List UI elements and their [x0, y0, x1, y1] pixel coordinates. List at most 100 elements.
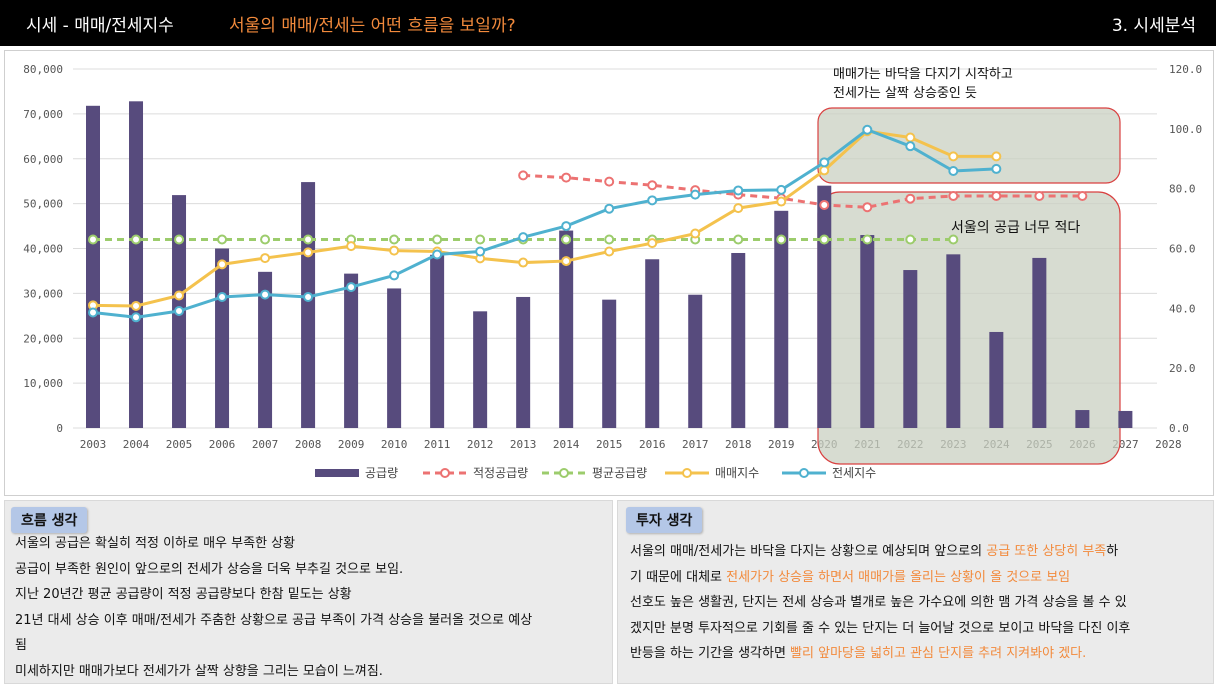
average-supply-point: [475, 234, 486, 245]
y-left-tick-label: 70,000: [23, 108, 63, 121]
supply-bar: [1032, 257, 1047, 428]
sale-index-point: [346, 241, 357, 252]
legend-marker: [440, 468, 450, 478]
flow-line: 21년 대세 상승 이후 매매/전세가 주춤한 상황으로 공급 부족이 가격 상…: [15, 612, 533, 628]
jeonse-index-point: [389, 270, 400, 281]
jeonse-index-point: [733, 185, 744, 196]
legend-label: 공급량: [365, 466, 398, 480]
jeonse-index-point: [905, 141, 916, 152]
jeonse-index-point: [432, 249, 443, 260]
sale-index-point: [776, 196, 787, 207]
proper-supply-point: [604, 176, 615, 187]
sale-index-point: [905, 132, 916, 143]
supply-bar: [1118, 410, 1133, 428]
proper-supply-point: [948, 190, 959, 201]
y-right-tick-label: 100.0: [1169, 123, 1202, 136]
flow-line: 됨: [15, 638, 27, 653]
x-tick-label: 2005: [166, 438, 193, 451]
average-supply-point: [862, 234, 873, 245]
jeonse-index-point: [346, 282, 357, 293]
x-tick-label: 2006: [209, 438, 236, 451]
sale-index-point: [217, 259, 228, 270]
flow-thoughts-tag: 흐름 생각: [11, 507, 88, 533]
supply-bar: [731, 252, 746, 428]
supply-bar: [946, 254, 961, 428]
legend-label: 평균공급량: [592, 466, 647, 480]
supply-bar: [1075, 410, 1090, 428]
supply-bar: [86, 105, 100, 429]
sale-index-point: [690, 228, 701, 239]
supply-note: 서울의 공급 너무 적다: [951, 220, 1081, 236]
highlight-text: 빨리 앞마당을 넓히고 관심 단지를 추려 지켜봐야 겠다.: [790, 646, 1087, 661]
supply-bar: [559, 230, 574, 428]
sale-index-point: [131, 300, 142, 311]
proper-supply-point: [518, 170, 529, 181]
supply-index-chart: 0 10,000 20,000 30,000 40,000 50,000 60,000 70,…: [23, 63, 1202, 480]
legend-marker: [799, 468, 809, 478]
average-supply-point: [432, 234, 443, 245]
investment-thoughts-panel: 투자 생각 서울의 매매/전세가는 바닥을 다지는 상황으로 예상되며 앞으로의…: [617, 500, 1214, 684]
supply-bar: [903, 270, 918, 428]
header-bar: 시세 - 매매/전세지수 서울의 매매/전세는 어떤 흐름을 보일까? 3. 시…: [0, 0, 1216, 46]
jeonse-index-point: [991, 163, 1002, 174]
y-left-tick-label: 40,000: [23, 243, 63, 256]
top-note: 매매가는 바닥을 다지기 시작하고 전세가는 살짝 상승중인 듯: [833, 65, 1013, 103]
jeonse-index-point: [948, 166, 959, 177]
x-tick-label: 2010: [381, 438, 408, 451]
proper-supply-point: [1077, 190, 1088, 201]
y-left-tick-label: 50,000: [23, 198, 63, 211]
x-tick-label: 2008: [295, 438, 322, 451]
section-label: 3. 시세분석: [1111, 16, 1196, 36]
average-supply-point: [905, 234, 916, 245]
jeonse-index-point: [690, 189, 701, 200]
y-left-tick-label: 80,000: [23, 63, 63, 76]
invest-line: 서울의 매매/전세가는 바닥을 다지는 상황으로 예상되며 앞으로의 공급 또한…: [630, 544, 1119, 559]
proper-supply-point: [862, 202, 873, 213]
average-supply-point: [174, 234, 185, 245]
average-supply-point: [604, 234, 615, 245]
legend-label: 매매지수: [715, 466, 759, 480]
supply-bar: [430, 254, 445, 428]
jeonse-index-point: [561, 221, 572, 232]
legend-label: 적정공급량: [473, 466, 528, 480]
legend-label: 전세지수: [832, 466, 876, 480]
legend-swatch: [315, 469, 359, 477]
y-left-tick-label: 10,000: [23, 377, 63, 390]
average-supply-point: [260, 234, 271, 245]
investment-thoughts-tag: 투자 생각: [626, 507, 703, 533]
supply-bar: [774, 210, 789, 428]
flow-line: 서울의 공급은 확실히 적정 이하로 매우 부족한 상황: [15, 536, 296, 551]
x-tick-label: 2019: [768, 438, 795, 451]
y-left-tick-label: 60,000: [23, 153, 63, 166]
supply-bar: [516, 296, 531, 428]
supply-bar: [215, 248, 230, 428]
proper-supply-point: [991, 190, 1002, 201]
x-tick-label: 2015: [596, 438, 623, 451]
jeonse-index-point: [131, 312, 142, 323]
sale-index-point: [733, 203, 744, 214]
y-right-tick-label: 120.0: [1169, 63, 1202, 76]
highlight-text: 공급 또한 상당히 부족: [986, 544, 1107, 559]
sale-index-point: [174, 290, 185, 301]
flow-thoughts-text: 서울의 공급은 확실히 적정 이하로 매우 부족한 상황 공급이 부족한 원인이…: [15, 531, 605, 684]
y-right-tick-label: 40.0: [1169, 302, 1196, 315]
jeonse-index-point: [862, 124, 873, 135]
supply-bar: [258, 271, 273, 428]
highlight-box-index: [817, 107, 1121, 184]
y-left-tick-label: 20,000: [23, 332, 63, 345]
supply-bar: [473, 311, 488, 428]
sale-index-point: [604, 246, 615, 257]
top-note-line2: 전세가는 살짝 상승중인 듯: [833, 86, 977, 101]
invest-line: 기 때문에 대체로 전세가가 상승을 하면서 매매가를 올리는 상황이 올 것으…: [630, 569, 1071, 585]
average-supply-point: [561, 234, 572, 245]
supply-bar: [344, 273, 359, 428]
x-tick-label: 2017: [682, 438, 709, 451]
sale-index-point: [518, 257, 529, 268]
proper-supply-point: [647, 180, 658, 191]
average-supply-point: [389, 234, 400, 245]
jeonse-index-point: [174, 306, 185, 317]
supply-bar: [129, 101, 144, 428]
jeonse-index-point: [819, 157, 830, 168]
page-subtitle: 서울의 매매/전세는 어떤 흐름을 보일까?: [229, 16, 516, 36]
jeonse-index-point: [475, 246, 486, 257]
